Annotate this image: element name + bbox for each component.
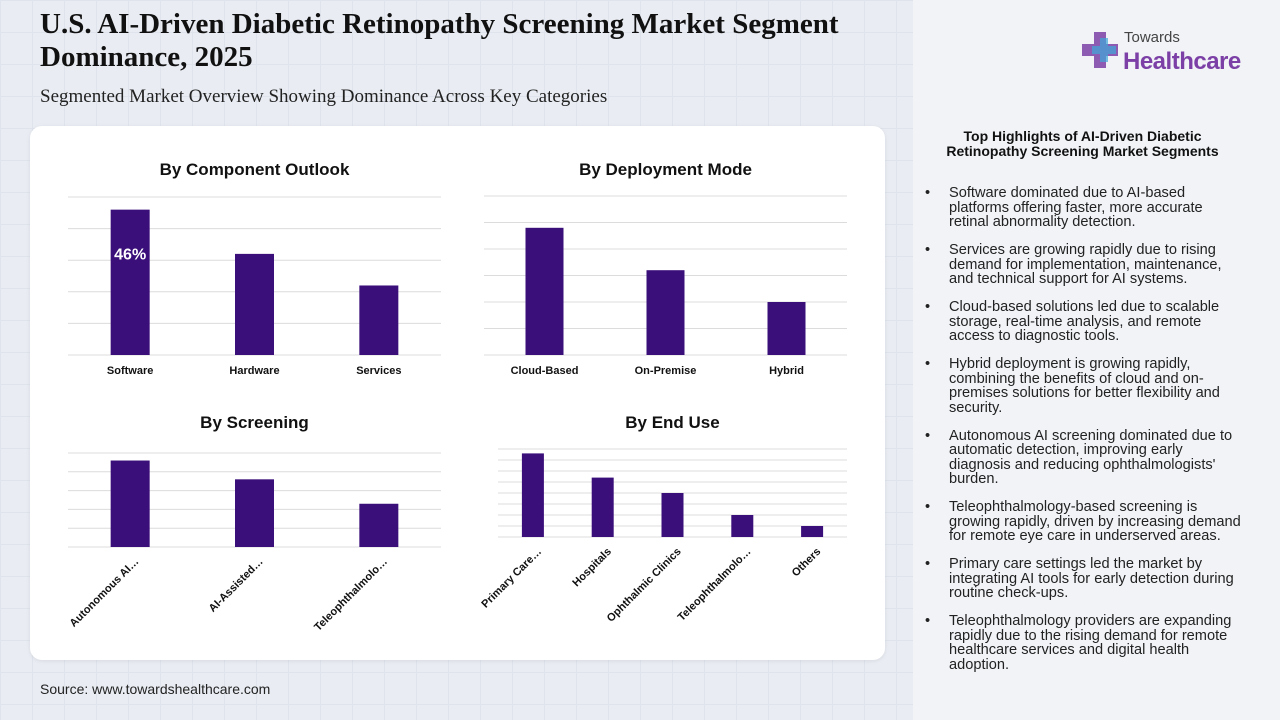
- x-tick-label: Hospitals: [570, 546, 613, 589]
- chart-title: By Screening: [200, 413, 309, 432]
- highlight-item: Primary care settings led the market by …: [925, 557, 1243, 601]
- x-tick-label: Teleophthalmolo…: [312, 556, 390, 634]
- x-tick-label: Services: [356, 365, 401, 377]
- x-tick-label: Ophthalmic Clinics: [605, 546, 684, 625]
- bar: [525, 227, 564, 355]
- title: U.S. AI-Driven Diabetic Retinopathy Scre…: [40, 8, 839, 73]
- x-tick-label: Cloud-Based: [511, 365, 579, 377]
- bar: [801, 526, 824, 537]
- chart-title: By Component Outlook: [160, 160, 350, 179]
- bar: [110, 460, 150, 547]
- bar: [591, 477, 614, 537]
- bar: [661, 493, 684, 537]
- bar: [521, 453, 544, 537]
- highlight-item: Hybrid deployment is growing rapidly, co…: [925, 357, 1243, 415]
- bar: [359, 503, 399, 547]
- logo-text: Towards: [1124, 29, 1180, 46]
- chart-title: By End Use: [625, 413, 719, 432]
- highlights-title: Top Highlights of AI-Driven Diabetic Ret…: [946, 128, 1219, 159]
- highlight-item: Software dominated due to AI-based platf…: [925, 186, 1243, 230]
- charts: By Component Outlook Software 46% Hardware S…: [68, 160, 847, 634]
- highlight-item: Teleophthalmology-based screening is gro…: [925, 500, 1243, 544]
- x-tick-label: AI-Assisted…: [207, 556, 266, 615]
- x-tick-label: Teleophthalmolo…: [676, 546, 754, 624]
- source: Source: www.towardshealthcare.com: [40, 681, 271, 697]
- x-tick-label: On-Premise: [635, 365, 697, 377]
- bar: [646, 270, 685, 355]
- bar: [731, 515, 754, 537]
- x-tick-label: Hybrid: [769, 365, 804, 377]
- data-label: 46%: [114, 247, 146, 264]
- x-tick-label: Hardware: [229, 365, 279, 377]
- bar: [767, 302, 806, 355]
- logo-text: Healthcare: [1123, 48, 1241, 75]
- x-tick-label: Software: [107, 365, 153, 377]
- highlight-item: Services are growing rapidly due to risi…: [925, 243, 1243, 287]
- highlight-item: Cloud-based solutions led due to scalabl…: [925, 300, 1243, 344]
- bar: [359, 285, 399, 355]
- bar: [235, 479, 274, 547]
- subtitle: Segmented Market Overview Showing Domina…: [40, 86, 608, 107]
- logo-icon: [1082, 32, 1118, 68]
- highlight-item: Autonomous AI screening dominated due to…: [925, 428, 1243, 487]
- x-tick-label: Primary Care…: [479, 546, 544, 611]
- bar: [235, 253, 274, 355]
- highlight-item: Teleophthalmology providers are expandin…: [925, 614, 1243, 672]
- x-tick-label: Others: [790, 546, 824, 580]
- x-tick-label: Autonomous AI…: [68, 556, 142, 630]
- highlights-list: Software dominated due to AI-based platf…: [925, 186, 1243, 686]
- bar: [110, 209, 150, 355]
- chart-card: [30, 126, 885, 660]
- chart-title: By Deployment Mode: [579, 160, 752, 179]
